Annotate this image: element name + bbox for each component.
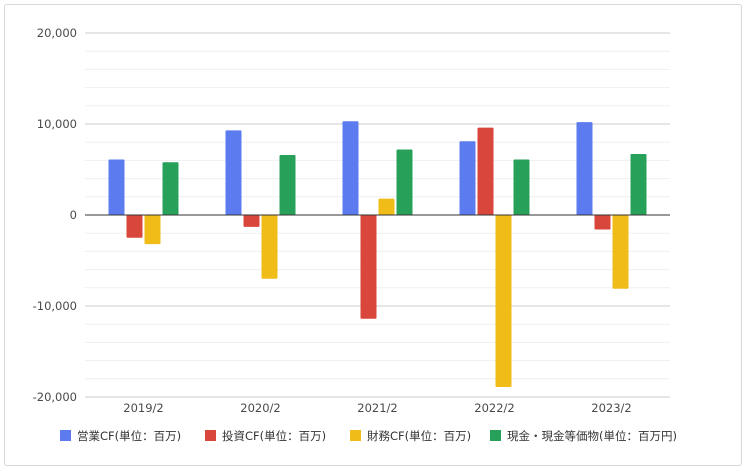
bar-1-2023-2 (576, 122, 593, 215)
y-tick-label: -10,000 (33, 299, 77, 313)
bar-4-2019-2 (162, 162, 179, 215)
legend-swatch (205, 430, 216, 441)
x-tick-label: 2023/2 (591, 401, 631, 415)
x-tick-label: 2019/2 (123, 401, 163, 415)
bar-1-2021-2 (342, 121, 359, 215)
x-tick-label: 2022/2 (474, 401, 514, 415)
legend-label: 投資CF(単位：百万) (222, 429, 326, 443)
legend-item-2[interactable]: 投資CF(単位：百万) (205, 429, 326, 443)
y-tick-label: 10,000 (37, 117, 77, 131)
bar-4-2020-2 (279, 154, 296, 215)
legend-label: 現金・現金等価物(単位：百万円) (507, 429, 677, 443)
y-tick-label: 0 (70, 208, 77, 222)
bar-3-2023-2 (612, 215, 629, 289)
legend-swatch (350, 430, 361, 441)
bar-4-2023-2 (630, 154, 647, 215)
legend-item-4[interactable]: 現金・現金等価物(単位：百万円) (490, 429, 677, 443)
bar-4-2022-2 (513, 159, 530, 215)
legend-swatch (490, 430, 501, 441)
legend-swatch (60, 430, 71, 441)
bar-3-2022-2 (495, 215, 512, 387)
legend-label: 財務CF(単位：百万) (367, 429, 471, 443)
x-tick-label: 2020/2 (240, 401, 280, 415)
legend-item-3[interactable]: 財務CF(単位：百万) (350, 429, 471, 443)
bar-2-2021-2 (360, 215, 377, 319)
legend-item-1[interactable]: 営業CF(単位：百万) (60, 429, 181, 443)
bar-1-2022-2 (459, 141, 476, 215)
bar-4-2021-2 (396, 149, 413, 215)
bar-1-2019-2 (108, 159, 125, 215)
bars (108, 121, 647, 387)
bar-2-2023-2 (594, 215, 611, 230)
y-tick-label: 20,000 (37, 26, 77, 40)
bar-2-2022-2 (477, 127, 494, 215)
bar-2-2019-2 (126, 215, 143, 238)
gridlines (85, 32, 670, 398)
x-tick-label: 2021/2 (357, 401, 397, 415)
bar-3-2019-2 (144, 215, 161, 245)
legend[interactable]: 営業CF(単位：百万) 投資CF(単位：百万) 財務CF(単位：百万) 現金・現金等価… (60, 429, 677, 443)
bar-3-2021-2 (378, 198, 395, 215)
legend-label: 営業CF(単位：百万) (77, 429, 181, 443)
bar-1-2020-2 (225, 130, 242, 215)
axes: 20,000 10,000 0 -10,000 -20,000 2019/2 2020/2 2… (33, 26, 670, 415)
bar-3-2020-2 (261, 215, 278, 279)
bar-2-2020-2 (243, 215, 260, 227)
y-tick-label: -20,000 (33, 390, 77, 404)
